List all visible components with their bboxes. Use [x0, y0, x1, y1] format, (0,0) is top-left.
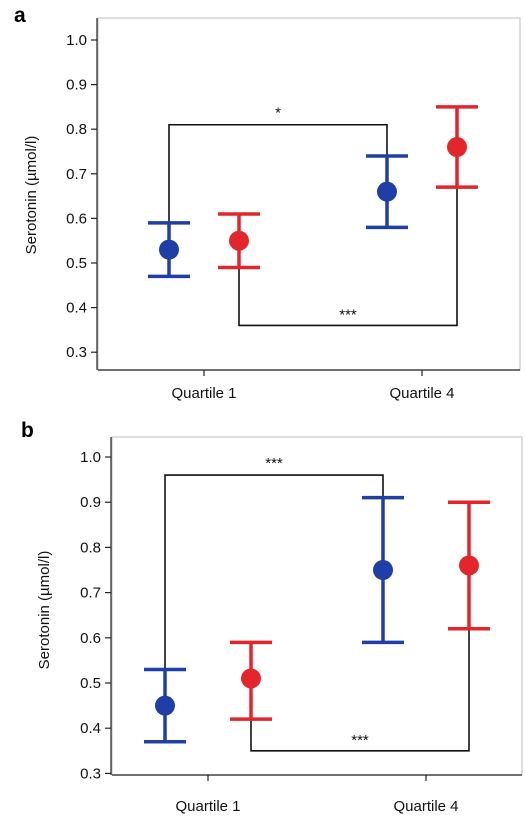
- significance-bracket: [164, 474, 384, 670]
- significance-bracket: [168, 123, 388, 223]
- panel-a: a 0.3 0.4 0.5 0.6 0.7 0.8 0.9 1.0 Serotonin (µmol…: [14, 4, 521, 402]
- y-tick-label: 0.8: [80, 539, 101, 556]
- y-tick-label: 0.8: [66, 121, 87, 138]
- y-tick-label: 0.9: [66, 77, 87, 94]
- y-tick-label: 1.0: [80, 449, 101, 466]
- mean-point: [373, 560, 393, 580]
- x-tick-label: Quartile 4: [393, 798, 458, 815]
- y-tick-label: 0.3: [66, 344, 87, 361]
- y-tick-label: 0.3: [80, 765, 101, 782]
- y-tick-label: 0.4: [80, 720, 101, 737]
- plot-frame: [111, 436, 523, 776]
- panel-b: b 0.3 0.4 0.5 0.6 0.7 0.8 0.9 1.0 Serotonin (µmol…: [21, 419, 523, 815]
- y-tick-label: 0.7: [80, 585, 101, 602]
- mean-point: [447, 137, 467, 158]
- y-tick-label: 0.6: [66, 210, 87, 227]
- significance-label: ***: [339, 306, 357, 323]
- mean-point: [377, 181, 397, 202]
- mean-point: [459, 555, 479, 576]
- panel-label: b: [21, 419, 34, 442]
- y-axis-label: Serotonin (µmol/l): [36, 551, 53, 670]
- y-tick-label: 0.5: [66, 255, 87, 272]
- significance-bracket: [250, 628, 470, 752]
- mean-point: [241, 668, 261, 689]
- significance-label: *: [275, 105, 281, 122]
- x-tick-label: Quartile 1: [171, 385, 236, 402]
- x-tick-label: Quartile 4: [389, 385, 454, 402]
- y-axis-label: Serotonin (µmol/l): [23, 136, 40, 255]
- y-tick-label: 0.5: [80, 675, 101, 692]
- y-tick-label: 0.4: [66, 300, 87, 317]
- y-tick-label: 0.6: [80, 630, 101, 647]
- significance-label: ***: [265, 455, 283, 472]
- significance-label: ***: [351, 732, 369, 749]
- y-tick-label: 0.9: [80, 494, 101, 511]
- y-tick-label: 1.0: [66, 32, 87, 49]
- y-tick-label: 0.7: [66, 166, 87, 183]
- mean-point: [229, 230, 249, 251]
- panel-label: a: [14, 4, 26, 27]
- mean-point: [159, 239, 179, 260]
- significance-bracket: [238, 187, 458, 327]
- x-tick-label: Quartile 1: [175, 798, 240, 815]
- mean-point: [155, 695, 175, 716]
